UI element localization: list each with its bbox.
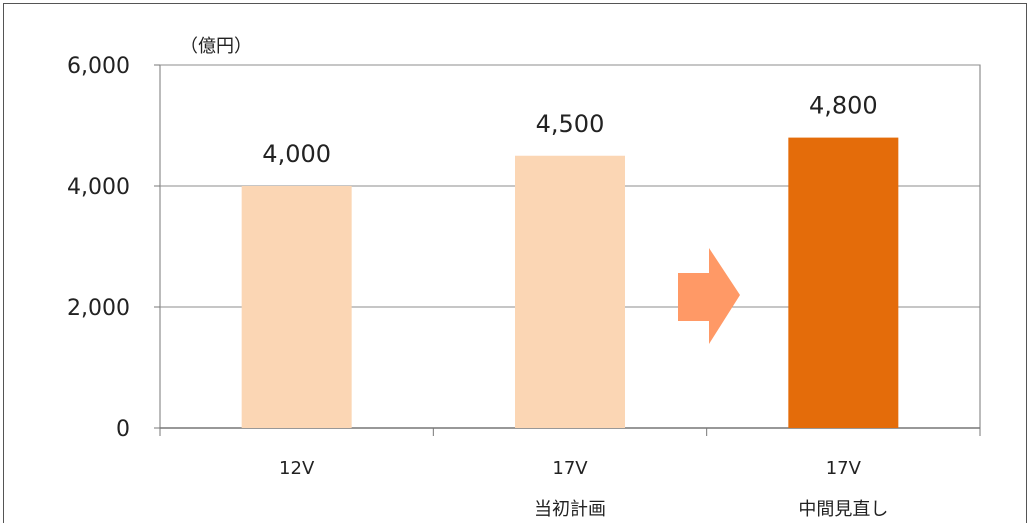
y-tick-label: 2,000	[67, 296, 130, 321]
category-labels: 12V 17V 当初計画 17V 中間見直し	[279, 458, 888, 520]
category-sublabel: 中間見直し	[798, 499, 888, 520]
data-label: 4,000	[262, 140, 331, 168]
y-tick-label: 4,000	[67, 175, 130, 200]
data-label: 4,800	[809, 92, 878, 120]
bar	[241, 186, 352, 428]
y-tick-label: 0	[116, 417, 130, 442]
unit-label: （億円）	[180, 36, 252, 57]
y-tick-label: 6,000	[67, 54, 130, 79]
category-label: 17V	[552, 458, 588, 479]
data-label: 4,500	[536, 110, 605, 138]
category-label: 17V	[826, 458, 862, 479]
right-arrow-icon	[678, 248, 740, 344]
chart-frame	[3, 3, 1027, 523]
category-label: 12V	[279, 458, 315, 479]
bar	[788, 137, 899, 428]
bar	[515, 155, 625, 428]
bars	[241, 137, 899, 428]
x-axis	[159, 427, 981, 436]
category-sublabel: 当初計画	[534, 499, 606, 520]
y-axis-ticks: 0 2,000 4,000 6,000	[67, 54, 160, 442]
data-labels: 4,000 4,500 4,800	[262, 92, 877, 168]
